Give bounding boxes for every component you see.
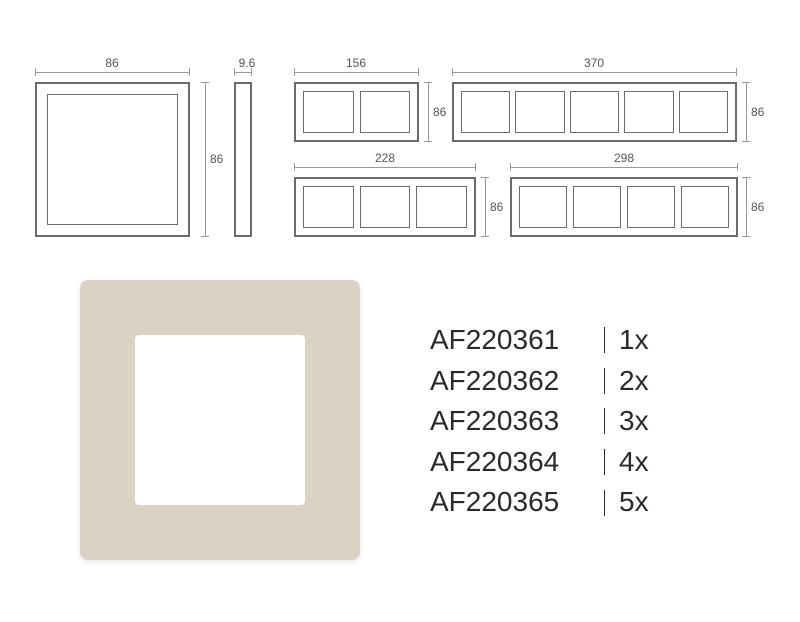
frame-quad [510,177,738,237]
sku-code: AF220365 [430,482,590,523]
dim-label-double-height: 86 [433,105,446,119]
frame-side-profile [234,82,252,237]
dim-label-single-width: 86 [105,56,118,70]
module [573,186,621,228]
sku-row: AF220361 1x [430,320,649,361]
divider [604,327,605,353]
sku-code: AF220363 [430,401,590,442]
dim-bar-double-height [428,82,429,142]
frame-five [452,82,737,142]
dim-label-five-height: 86 [751,105,764,119]
frame-double [294,82,419,142]
divider [604,408,605,434]
frame-single [35,82,190,237]
dim-bar-quad-width [510,167,738,168]
dim-label-profile-depth: 9.6 [239,56,256,70]
divider [604,490,605,516]
module [360,91,411,133]
module [360,186,411,228]
sku-qty: 2x [619,361,649,402]
module [679,91,728,133]
sku-code: AF220362 [430,361,590,402]
module [303,186,354,228]
dim-label-triple-width: 228 [375,151,395,165]
dim-label-triple-height: 86 [490,200,503,214]
dim-bar-single-width [35,72,190,73]
sku-row: AF220365 5x [430,482,649,523]
sku-code: AF220364 [430,442,590,483]
dim-label-single-height: 86 [210,152,223,166]
sku-qty: 5x [619,482,649,523]
sku-code: AF220361 [430,320,590,361]
sku-list: AF220361 1x AF220362 2x AF220363 3x AF22… [430,320,649,523]
module [681,186,729,228]
divider [604,449,605,475]
module [624,91,673,133]
dim-bar-triple-width [294,167,476,168]
dim-bar-double-width [294,72,419,73]
module [627,186,675,228]
dim-label-five-width: 370 [584,56,604,70]
dim-bar-profile-depth [234,72,252,73]
dim-bar-quad-height [746,177,747,237]
dim-label-quad-width: 298 [614,151,634,165]
sku-qty: 1x [619,320,649,361]
technical-diagram-area: 86 86 9.6 156 86 370 86 228 86 298 [0,0,800,250]
product-photo-frame [80,280,360,560]
module [461,91,510,133]
dim-bar-five-height [746,82,747,142]
module [303,91,354,133]
dim-bar-single-height [205,82,206,237]
module [47,94,178,225]
dim-label-double-width: 156 [346,56,366,70]
module [519,186,567,228]
dim-bar-triple-height [485,177,486,237]
sku-row: AF220362 2x [430,361,649,402]
sku-row: AF220364 4x [430,442,649,483]
module [515,91,564,133]
module [570,91,619,133]
sku-qty: 4x [619,442,649,483]
sku-row: AF220363 3x [430,401,649,442]
frame-triple [294,177,476,237]
divider [604,368,605,394]
dim-bar-five-width [452,72,737,73]
module [416,186,467,228]
dim-label-quad-height: 86 [751,200,764,214]
sku-qty: 3x [619,401,649,442]
